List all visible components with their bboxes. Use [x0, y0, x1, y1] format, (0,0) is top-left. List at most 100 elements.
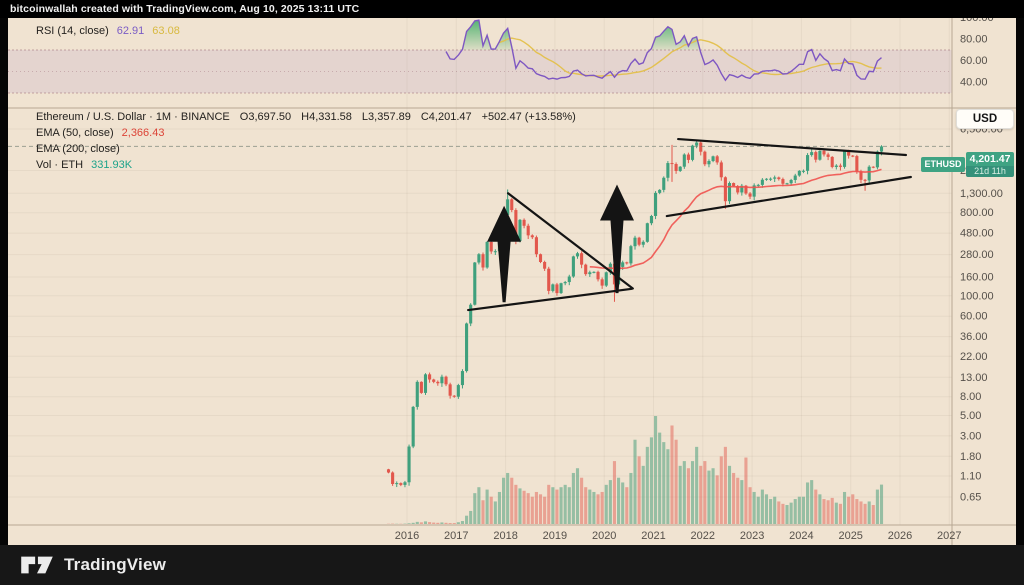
candle-body: [867, 166, 871, 181]
ema50-legend-row[interactable]: EMA (50, close) 2,366.43: [36, 127, 164, 140]
volume-bar: [773, 496, 777, 524]
volume-bar: [559, 487, 563, 524]
symbol-title: Ethereum / U.S. Dollar · 1M · BINANCE: [36, 111, 230, 123]
rsi-legend-row[interactable]: RSI (14, close) 62.91 63.08: [36, 25, 180, 38]
candle-body: [662, 177, 666, 190]
rsi-line: [445, 19, 882, 82]
volume-value: 331.93K: [91, 159, 133, 171]
volume-bar: [415, 521, 419, 524]
volume-bar: [744, 457, 748, 524]
symbol-legend-row[interactable]: Ethereum / U.S. Dollar · 1M · BINANCE O3…: [36, 111, 578, 124]
candle-body: [555, 284, 559, 294]
axis-tick-label: 100.00: [960, 290, 994, 302]
candle-body: [740, 185, 744, 193]
volume-bar: [407, 523, 411, 524]
volume-bar: [830, 497, 834, 524]
candle-body: [473, 262, 477, 305]
volume-bar: [432, 522, 436, 524]
tradingview-logo-icon: [21, 556, 53, 574]
time-axis[interactable]: [8, 525, 952, 545]
volume-bar: [760, 489, 764, 524]
volume-bar: [563, 484, 567, 524]
candle-body: [715, 156, 719, 163]
candle-body: [830, 156, 834, 167]
volume-bar: [814, 489, 818, 524]
candle-body: [440, 376, 444, 384]
volume-bar: [666, 449, 670, 524]
candle-body: [621, 262, 625, 267]
rsi-legend-label: RSI (14, close): [36, 25, 109, 37]
candle-body: [703, 151, 707, 165]
volume-bar: [481, 500, 485, 524]
volume-bar: [703, 461, 707, 524]
candle-body: [690, 145, 695, 160]
candle-body: [769, 178, 773, 180]
currency-usd-button[interactable]: USD: [956, 109, 1014, 129]
volume-bar: [612, 461, 617, 524]
candle-body: [559, 283, 563, 294]
axis-tick-label: 8.00: [960, 391, 981, 403]
candle-body: [727, 183, 732, 202]
volume-bar: [752, 491, 756, 524]
volume-bar: [863, 503, 867, 524]
candle-body: [506, 199, 510, 215]
volume-bar: [637, 456, 641, 524]
candle-body: [719, 162, 723, 178]
volume-bar: [785, 505, 789, 524]
axis-tick-label: 2023: [740, 530, 764, 542]
last-price-value: 4,201.47: [966, 151, 1014, 166]
volume-bar: [493, 501, 497, 524]
candle-body: [448, 384, 452, 396]
volume-bar: [580, 477, 584, 524]
candle-body: [695, 142, 699, 146]
volume-bar: [571, 472, 575, 524]
volume-legend-row[interactable]: Vol · ETH 331.93K: [36, 159, 132, 172]
volume-bar: [649, 437, 653, 524]
candle-body: [826, 154, 830, 157]
candle-body: [395, 483, 399, 485]
volume-bar: [793, 499, 797, 524]
volume-bar: [851, 494, 855, 524]
candle-body: [518, 219, 522, 242]
volume-bar: [682, 461, 686, 524]
candle-body: [658, 189, 662, 193]
volume-bar: [842, 491, 847, 524]
candle-body: [493, 251, 497, 253]
ohlc-change: +502.47 (+13.58%): [481, 111, 576, 123]
volume-bar: [740, 480, 744, 524]
axis-tick-label: 280.00: [960, 249, 994, 261]
volume-bar: [460, 521, 465, 524]
candle-body: [567, 276, 571, 283]
candle-body: [522, 219, 526, 226]
candle-body: [584, 264, 588, 275]
ema50-line: [589, 168, 882, 270]
candles-layer: [386, 140, 884, 488]
candle-body: [526, 225, 530, 236]
tradingview-footer-link[interactable]: TradingView: [0, 545, 1024, 585]
candle-body: [477, 254, 481, 263]
candle-body: [386, 469, 391, 473]
chart-area[interactable]: 6,500.002,300.001,300.00800.00480.00280.…: [8, 18, 1016, 545]
watermark-text: bitcoinwallah created with TradingView.c…: [10, 3, 360, 15]
candle-body: [588, 272, 592, 275]
candle-body: [534, 237, 538, 255]
volume-bar: [707, 470, 711, 524]
volume-bar: [645, 446, 649, 524]
volume-bar: [654, 416, 658, 524]
candle-body: [571, 256, 575, 277]
candle-body: [403, 482, 407, 485]
rsi-layer: [445, 19, 882, 82]
candle-body: [699, 142, 703, 152]
price-chart-canvas[interactable]: 6,500.002,300.001,300.00800.00480.00280.…: [8, 18, 1016, 545]
symbol-flag-text: ETHUSD: [924, 159, 962, 170]
axis-tick-label: 2016: [395, 530, 419, 542]
volume-bar: [719, 456, 723, 524]
ema200-legend-row[interactable]: EMA (200, close): [36, 143, 120, 156]
candle-body: [732, 183, 736, 187]
candle-body: [452, 395, 456, 397]
price-axis[interactable]: [952, 18, 1016, 525]
volume-bar: [506, 472, 510, 524]
ema50-value: 2,366.43: [121, 127, 165, 139]
candle-body: [814, 152, 818, 160]
